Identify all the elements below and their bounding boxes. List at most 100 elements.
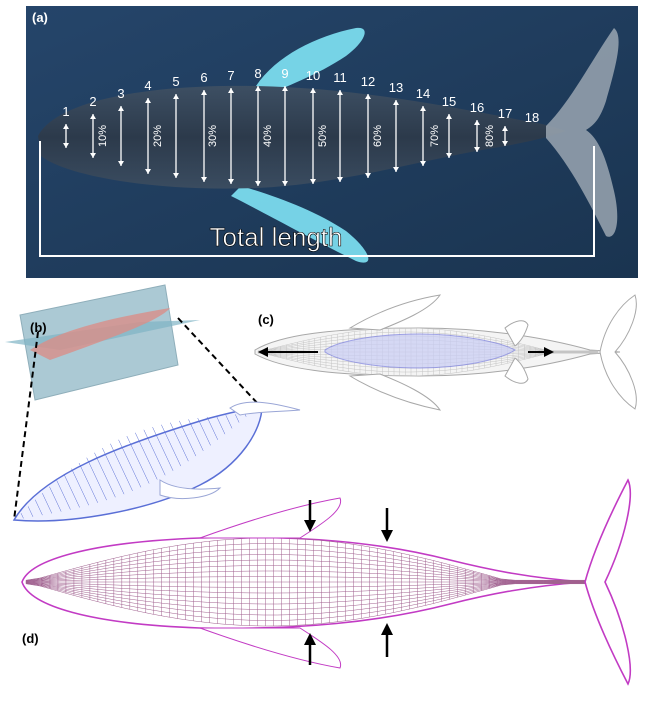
station-arrowhead [446, 114, 452, 119]
mesh-line [257, 327, 598, 352]
mesh-line [143, 429, 166, 476]
mesh-line [126, 435, 150, 484]
percent-label: 50% [317, 125, 329, 147]
side-mesh-fluke [229, 401, 301, 416]
station-arrowhead [393, 100, 399, 105]
mesh-line [216, 415, 226, 435]
mesh-line [102, 447, 125, 495]
mesh-line [63, 474, 80, 508]
station-arrowhead [420, 106, 426, 111]
station-number: 8 [254, 66, 261, 81]
mesh-line [94, 452, 116, 498]
panel-d-top-view [21, 478, 631, 686]
d-arrow-up-2 [381, 623, 393, 635]
station-number: 10 [306, 68, 320, 83]
panel-b-planes [5, 284, 200, 401]
mesh-line [78, 462, 98, 503]
d-arrow-down-2 [381, 530, 393, 542]
station-arrowhead [201, 177, 207, 182]
mesh-line [27, 506, 34, 517]
percent-label: 70% [429, 125, 441, 147]
station-arrowhead [502, 141, 508, 146]
d-arrow-up-1 [304, 633, 316, 645]
station-arrowhead [63, 124, 69, 129]
mesh-line [25, 583, 585, 616]
d-arrows [304, 500, 393, 665]
percent-label: 80% [484, 125, 496, 147]
total-length-label: Total length [210, 222, 343, 252]
station-arrowhead [118, 106, 124, 111]
mesh-line [188, 419, 204, 451]
station-arrowhead [446, 153, 452, 158]
station-arrowhead [393, 167, 399, 172]
station-arrowhead [118, 161, 124, 166]
c-small-fin-bottom [504, 357, 529, 384]
mesh-line [25, 583, 585, 621]
mesh-line [71, 468, 89, 506]
station-arrowhead [310, 179, 316, 184]
station-number: 13 [389, 80, 403, 95]
panel-label-b: (b) [30, 320, 47, 335]
mesh-line [257, 331, 598, 352]
station-arrowhead [474, 147, 480, 152]
mesh-line [25, 582, 585, 594]
panel-c-top-view [254, 294, 637, 411]
station-number: 11 [333, 70, 347, 85]
mesh-line [257, 352, 598, 377]
station-number: 14 [416, 86, 430, 101]
station-arrowhead [365, 173, 371, 178]
mesh-line [206, 416, 219, 440]
station-arrowhead [502, 126, 508, 131]
station-arrowhead [310, 88, 316, 93]
model-svg: (b) (c) [5, 284, 637, 686]
station-number: 4 [144, 78, 151, 93]
mesh-line [86, 457, 107, 501]
percent-label: 20% [152, 125, 164, 147]
d-fin-bottom [199, 627, 342, 669]
mesh-line [161, 424, 182, 467]
d-arrow-down-1 [304, 520, 316, 532]
percent-label: 40% [262, 125, 274, 147]
mesh-line [25, 548, 585, 581]
station-arrowhead [173, 94, 179, 99]
station-number: 2 [89, 94, 96, 109]
station-arrowhead [228, 88, 234, 93]
tail-fluke [546, 28, 619, 237]
c-small-fin-top [504, 320, 529, 347]
projection-line-right [177, 317, 261, 407]
mesh-line [25, 559, 585, 582]
side-mesh-grid [20, 413, 247, 519]
photo-panel-a: Total length 1 2 3 4 5 6 7 8 9 10 11 12 13 14 15 16 17 18… [26, 6, 638, 278]
mesh-line [118, 439, 142, 488]
mesh-line [25, 581, 585, 588]
d-tail [584, 478, 631, 686]
mesh-line [25, 565, 585, 582]
station-number: 5 [172, 74, 179, 89]
station-arrowhead [173, 173, 179, 178]
station-arrowhead [90, 114, 96, 119]
mesh-line [25, 554, 585, 582]
mesh-line [34, 499, 43, 516]
mesh-line [110, 443, 133, 491]
lower-pectoral-fin [231, 186, 369, 263]
station-arrowhead [365, 94, 371, 99]
station-number: 17 [498, 106, 512, 121]
station-arrowhead [228, 179, 234, 184]
model-panel: (b) (c) [0, 280, 647, 697]
mesh-line [25, 582, 585, 610]
mesh-line [25, 576, 585, 583]
mesh-line [42, 493, 53, 514]
d-body-grid [25, 537, 586, 627]
percent-label: 10% [97, 125, 109, 147]
station-arrowhead [145, 169, 151, 174]
station-number: 15 [442, 94, 456, 109]
station-arrowhead [201, 90, 207, 95]
mesh-line [56, 480, 71, 510]
station-number: 1 [62, 104, 69, 119]
station-number: 7 [227, 68, 234, 83]
mesh-line [257, 352, 598, 373]
station-arrowhead [255, 181, 261, 186]
total-length-bracket [39, 141, 595, 257]
station-arrowhead [255, 86, 261, 91]
